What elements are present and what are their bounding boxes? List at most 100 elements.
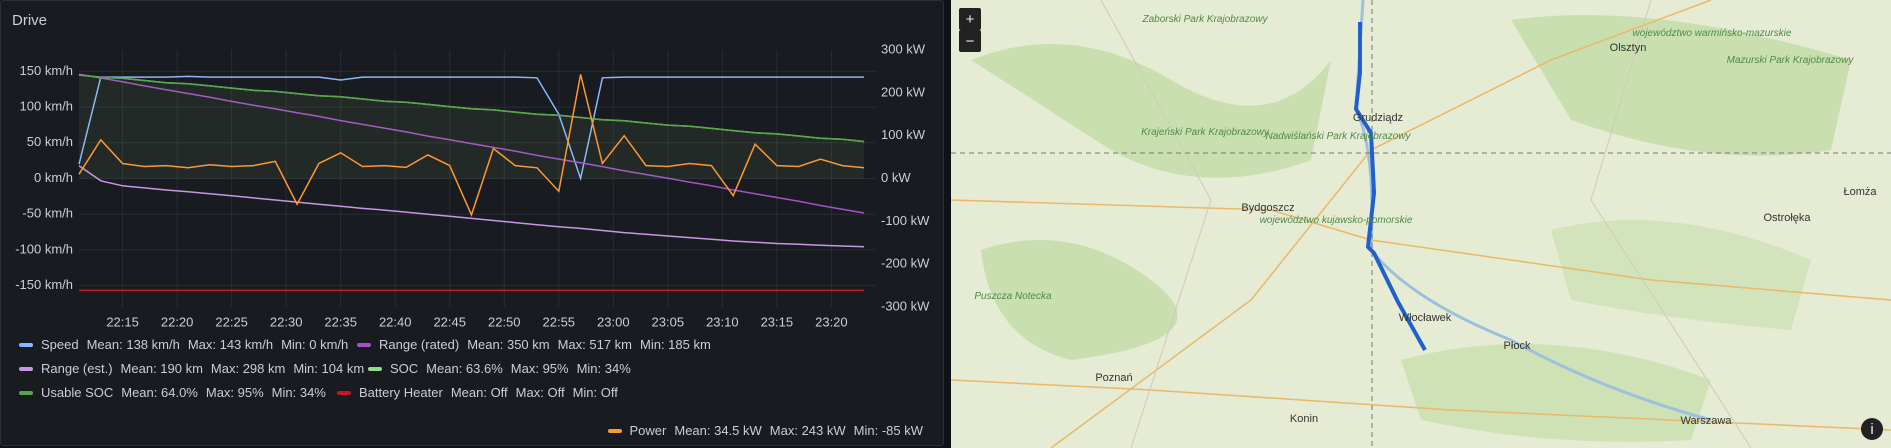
series-line — [78, 73, 865, 214]
legend-label: Power — [629, 423, 667, 438]
legend-label: SOC — [390, 361, 419, 376]
forest — [971, 44, 1331, 178]
legend-stat: Mean: 190 km — [120, 361, 203, 376]
legend-swatch — [368, 366, 382, 371]
legend-stat: Mean: 350 km — [467, 337, 550, 352]
y-tick-label: 100 km/h — [20, 99, 73, 114]
legend-stat: Min: 34% — [271, 385, 326, 400]
y2-tick-label: 300 kW — [881, 41, 926, 56]
y-tick-label: -100 km/h — [15, 241, 73, 256]
series-line — [78, 165, 865, 248]
y2-tick-label: 100 kW — [881, 127, 926, 142]
legend-stat: Mean: 63.6% — [426, 361, 503, 376]
panel: Drive 150 km/h 100 km/h 50 km/h 0 km/h -50 k… — [0, 0, 944, 446]
panel-title: Drive — [12, 12, 47, 29]
map-label: Nadwiślański Park Krajobrazowy — [1265, 131, 1411, 142]
legend-stat: Max: 517 km — [557, 337, 633, 352]
legend-stat: Max: 298 km — [210, 361, 286, 376]
x-tick-label: 22:30 — [270, 314, 303, 329]
series-line — [78, 74, 865, 217]
legend-label: Range (est.) — [41, 361, 113, 376]
legend-stat: Min: 104 km — [293, 361, 365, 376]
x-tick-label: 23:15 — [761, 314, 794, 329]
legend-label: Range (rated) — [379, 337, 460, 352]
forest — [1511, 15, 1851, 156]
legend-stat: Mean: 64.0% — [121, 385, 198, 400]
legend-item[interactable]: Range (est.) Mean: 190 km Max: 298 km Min: … — [19, 361, 364, 376]
map-label: województwo warmińsko-mazurskie — [1633, 28, 1792, 39]
legend-stat: Mean: 138 km/h — [86, 337, 180, 352]
legend-item[interactable]: Battery Heater Mean: Off Max: Off Min: Off — [337, 385, 618, 400]
legend-stat: Max: 243 kW — [769, 423, 846, 438]
legend-swatch — [19, 390, 33, 395]
zoom-out[interactable]: − — [959, 30, 981, 52]
map-label: Grudziądz — [1353, 112, 1403, 124]
x-tick-label: 23:00 — [597, 314, 630, 329]
legend-stat: Min: 185 km — [640, 337, 711, 352]
x-tick-label: 22:35 — [324, 314, 357, 329]
x-tick-label: 23:20 — [815, 314, 848, 329]
map-label: Puszcza Notecka — [974, 291, 1052, 302]
map-label: Olsztyn — [1610, 42, 1647, 54]
map: Zaborski Park Krajobrazowy Olsztyn wojewód… — [951, 0, 1891, 448]
legend-stat: Min: -85 kW — [853, 423, 923, 438]
map-label: Zaborski Park Krajobrazowy — [1141, 14, 1268, 25]
map-label: Warszawa — [1681, 415, 1733, 427]
x-tick-label: 22:45 — [433, 314, 466, 329]
legend-stat: Max: 95% — [205, 385, 264, 400]
map-label: Konin — [1290, 413, 1318, 425]
legend-label: Usable SOC — [41, 385, 114, 400]
forest — [1401, 344, 1711, 442]
map-label: Poznań — [1095, 372, 1132, 384]
legend-stat: Min: 0 km/h — [281, 337, 349, 352]
legend-stat: Mean: 34.5 kW — [674, 423, 762, 438]
legend-item[interactable]: Power Mean: 34.5 kW Max: 243 kW Min: -85 kW — [607, 423, 923, 438]
legend-swatch — [607, 428, 622, 433]
series-line — [78, 75, 865, 182]
map-label: Bydgoszcz — [1241, 202, 1294, 214]
info[interactable]: i — [1861, 418, 1883, 440]
legend-swatch — [337, 390, 351, 395]
map-label: Mazurski Park Krajobrazowy — [1727, 55, 1855, 66]
legend-stat: Max: Off — [515, 385, 565, 400]
y2-tick-label: -100 kW — [881, 213, 930, 228]
legend-stat: Max: 143 km/h — [187, 337, 274, 352]
legend-swatch — [357, 342, 371, 347]
zoom-in[interactable]: + — [959, 8, 981, 30]
y2-tick-label: 200 kW — [881, 84, 926, 99]
chart: Drive 150 km/h 100 km/h 50 km/h 0 km/h -50 k… — [12, 12, 930, 329]
legend-stat: Min: Off — [572, 385, 618, 400]
map-canvas: Zaborski Park Krajobrazowy Olsztyn wojewód… — [951, 0, 1891, 448]
x-tick-label: 22:25 — [215, 314, 248, 329]
legend-item[interactable]: Range (rated) Mean: 350 km Max: 517 km Min:… — [357, 337, 711, 352]
legend-stat: Min: 34% — [576, 361, 631, 376]
x-tick-label: 23:10 — [706, 314, 739, 329]
map-label: województwo kujawsko-pomorskie — [1260, 215, 1413, 226]
x-tick-label: 22:55 — [543, 314, 576, 329]
y-tick-label: -50 km/h — [22, 206, 73, 221]
y-tick-label: -150 km/h — [15, 277, 73, 292]
road — [1100, 0, 1752, 448]
map-label: Włocławek — [1399, 312, 1452, 324]
x-tick-label: 22:15 — [106, 314, 139, 329]
y-tick-label: 0 km/h — [34, 170, 73, 185]
route — [1354, 22, 1427, 351]
legend-item[interactable]: Speed Mean: 138 km/h Max: 143 km/h Min: 0 k… — [19, 337, 348, 352]
x-tick-label: 22:20 — [161, 314, 194, 329]
series-line — [78, 74, 865, 143]
legend-item[interactable]: SOC Mean: 63.6% Max: 95% Min: 34% — [368, 361, 631, 376]
map-label: Łomża — [1843, 186, 1877, 198]
y2-tick-label: -200 kW — [881, 256, 930, 271]
y2-tick-label: -300 kW — [881, 298, 930, 313]
x-tick-label: 23:05 — [652, 314, 685, 329]
x-tick-label: 22:50 — [488, 314, 521, 329]
y2-tick-label: 0 kW — [881, 170, 911, 185]
forest — [1551, 220, 1811, 330]
legend-label: Speed — [41, 337, 79, 352]
legend-swatch — [19, 342, 33, 347]
legend-stat: Max: 95% — [510, 361, 569, 376]
y-tick-label: 150 km/h — [20, 63, 73, 78]
legend-item[interactable]: Usable SOC Mean: 64.0% Max: 95% Min: 34% — [19, 385, 326, 400]
